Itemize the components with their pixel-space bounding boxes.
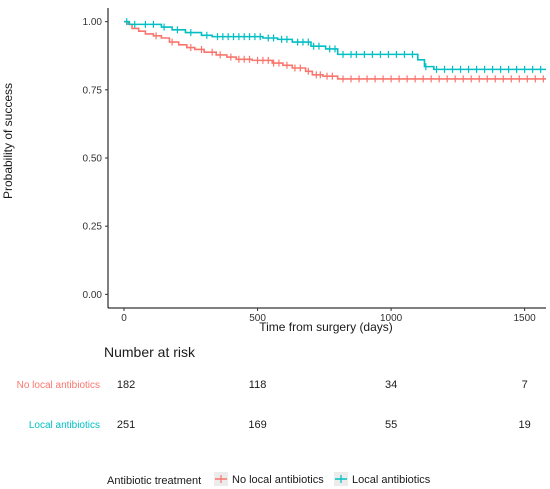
x-tick-label: 0 [121,313,127,324]
x-axis-ticks: 0 500 1000 1500 [121,308,536,324]
y-tick-label: 0.25 [83,222,103,233]
risk-count: 19 [519,419,531,431]
y-tick-label: 0.75 [83,85,103,96]
risk-row-label: Local antibiotics [29,420,100,431]
risk-count: 251 [117,419,135,431]
x-axis-title: Time from surgery (days) [259,320,393,334]
x-tick-label: 1500 [514,313,537,324]
y-tick-label: 0.50 [83,154,103,165]
y-axis-ticks: 0.00 0.25 0.50 0.75 1.00 [83,17,108,301]
y-tick-label: 1.00 [83,17,103,28]
legend-entry-label: Local antibiotics [352,474,431,486]
curve-no-local-antibiotics [124,20,546,80]
y-axis-title: Probability of success [1,83,15,199]
risk-count: 118 [249,379,267,391]
survival-curves [124,20,546,80]
risk-count: 169 [248,419,266,431]
curve-local-antibiotics [124,20,546,71]
risk-table: No local antibiotics 182 118 34 7 Local antib… [17,379,531,431]
risk-count: 182 [117,379,135,391]
censor-marks [126,18,544,83]
legend-entry-label: No local antibiotics [232,474,324,486]
risk-table-title: Number at risk [104,344,196,360]
risk-row-label: No local antibiotics [17,380,100,391]
risk-count: 55 [385,419,397,431]
legend: Antibiotic treatment No local antibiotic… [107,472,431,487]
x-tick-label: 1000 [380,313,403,324]
plot-axes [107,8,546,309]
x-tick-label: 500 [249,313,266,324]
risk-count: 7 [522,379,528,391]
legend-title: Antibiotic treatment [107,475,201,487]
risk-count: 34 [385,379,397,391]
y-tick-label: 0.00 [83,290,103,301]
